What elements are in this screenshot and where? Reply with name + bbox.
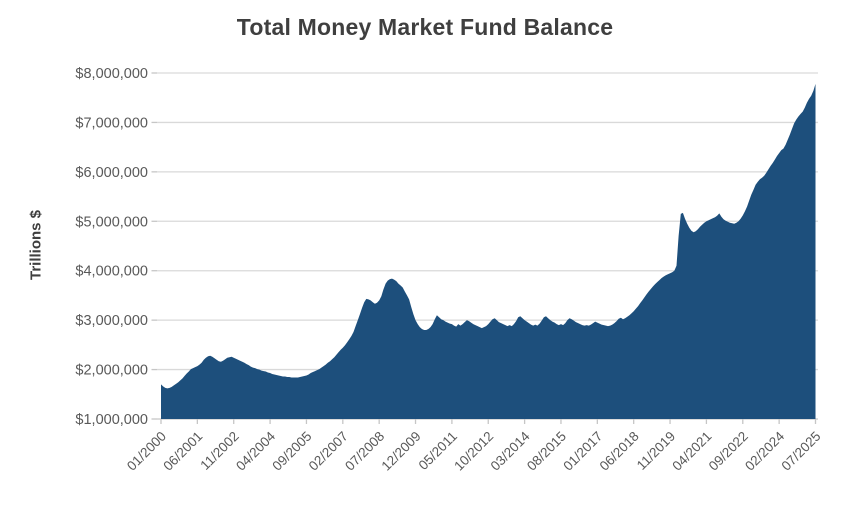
- x-tick-label: 09/2022: [706, 429, 751, 474]
- y-axis-title: Trillions $: [27, 209, 45, 281]
- x-tick-label: 04/2004: [233, 428, 278, 473]
- x-tick-label: 12/2009: [379, 429, 424, 474]
- y-tick-label: $7,000,000: [75, 115, 148, 131]
- x-tick-label: 07/2008: [342, 429, 387, 474]
- y-tick-label: $8,000,000: [75, 66, 148, 82]
- chart-title: Total Money Market Fund Balance: [236, 14, 614, 40]
- x-tick-label: 06/2001: [160, 429, 205, 474]
- y-tick-label: $6,000,000: [75, 165, 148, 181]
- x-tick-label: 04/2021: [669, 429, 714, 474]
- x-tick-label: 08/2015: [524, 429, 569, 474]
- x-tick-label: 02/2024: [742, 428, 787, 473]
- x-tick-label: 01/2017: [560, 429, 605, 474]
- x-tick-label: 06/2018: [597, 429, 642, 474]
- y-tick-label: $5,000,000: [75, 214, 148, 230]
- x-tick-label: 10/2012: [451, 429, 496, 474]
- y-tick-label: $4,000,000: [75, 264, 148, 280]
- y-tick-label: $1,000,000: [75, 412, 148, 428]
- area-series: [161, 83, 816, 420]
- y-tick-label: $2,000,000: [75, 363, 148, 379]
- x-tick-label: 07/2025: [778, 429, 823, 474]
- x-tick-label: 03/2014: [488, 428, 533, 473]
- x-tick-label: 09/2005: [269, 429, 314, 474]
- x-tick-label: 02/2007: [306, 429, 351, 474]
- y-tick-label: $3,000,000: [75, 313, 148, 329]
- x-tick-label: 01/2000: [124, 429, 169, 474]
